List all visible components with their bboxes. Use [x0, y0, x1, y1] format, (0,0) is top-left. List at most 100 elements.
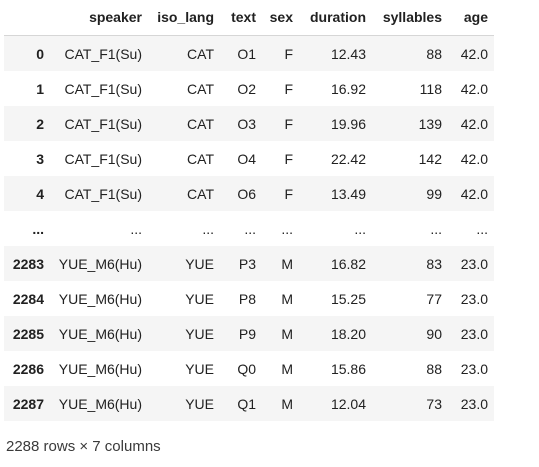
column-header-text: text: [220, 0, 262, 36]
cell-iso-lang: CAT: [187, 45, 214, 62]
cell-age: 23.0: [460, 395, 488, 412]
table-row: 2286 YUE_M6(Hu) YUE Q0 M 15.86 88 23.0: [4, 351, 494, 386]
table-row: 4 CAT_F1(Su) CAT O6 F 13.49 99 42.0: [4, 176, 494, 211]
dataframe-output: speaker iso_lang text sex duration sylla…: [4, 0, 494, 421]
cell-sex: M: [281, 325, 293, 342]
table-row: 0 CAT_F1(Su) CAT O1 F 12.43 88 42.0: [4, 35, 494, 71]
column-header-age: age: [448, 0, 494, 36]
cell-iso-lang: CAT: [187, 80, 214, 97]
cell-iso-lang: CAT: [187, 150, 214, 167]
cell-age: ...: [476, 220, 488, 237]
cell-sex: F: [284, 80, 293, 97]
cell-syllables: 77: [426, 290, 442, 307]
cell-age: 23.0: [460, 255, 488, 272]
column-header-speaker: speaker: [50, 0, 148, 36]
cell-syllables: ...: [430, 220, 442, 237]
cell-speaker: CAT_F1(Su): [64, 185, 142, 202]
table-row: 2 CAT_F1(Su) CAT O3 F 19.96 139 42.0: [4, 106, 494, 141]
cell-duration: 15.25: [330, 290, 366, 307]
cell-sex: F: [284, 45, 293, 62]
cell-text: O6: [237, 185, 256, 202]
cell-syllables: 90: [426, 325, 442, 342]
cell-sex: M: [281, 395, 293, 412]
cell-speaker: YUE_M6(Hu): [58, 290, 142, 307]
cell-iso-lang: YUE: [185, 395, 214, 412]
cell-iso-lang: CAT: [187, 185, 214, 202]
cell-iso-lang: YUE: [185, 290, 214, 307]
cell-sex: M: [281, 360, 293, 377]
cell-syllables: 139: [418, 115, 442, 132]
row-index-cell: 4: [36, 185, 44, 202]
cell-text: P9: [238, 325, 256, 342]
cell-sex: M: [281, 255, 293, 272]
cell-text: ...: [244, 220, 256, 237]
table-body: 0 CAT_F1(Su) CAT O1 F 12.43 88 42.0 1 CAT_F1(Su) C…: [4, 35, 494, 421]
cell-text: Q0: [237, 360, 256, 377]
cell-age: 42.0: [460, 80, 488, 97]
row-index-cell: 2285: [12, 325, 44, 342]
cell-syllables: 99: [426, 185, 442, 202]
cell-syllables: 88: [426, 45, 442, 62]
row-index-cell: 0: [36, 45, 44, 62]
table-row: 1 CAT_F1(Su) CAT O2 F 16.92 118 42.0: [4, 71, 494, 106]
cell-iso-lang: ...: [202, 220, 214, 237]
cell-sex: ...: [281, 220, 293, 237]
cell-duration: 19.96: [330, 115, 366, 132]
column-header-syllables: syllables: [372, 0, 448, 36]
cell-speaker: YUE_M6(Hu): [58, 395, 142, 412]
table-row: 2285 YUE_M6(Hu) YUE P9 M 18.20 90 23.0: [4, 316, 494, 351]
cell-age: 23.0: [460, 290, 488, 307]
row-index-cell: 2: [36, 115, 44, 132]
column-header-sex: sex: [262, 0, 299, 36]
cell-syllables: 73: [426, 395, 442, 412]
cell-duration: 22.42: [330, 150, 366, 167]
row-index-cell: 1: [36, 80, 44, 97]
cell-duration: 18.20: [330, 325, 366, 342]
table-row: 2284 YUE_M6(Hu) YUE P8 M 15.25 77 23.0: [4, 281, 494, 316]
cell-text: P3: [238, 255, 256, 272]
cell-age: 23.0: [460, 325, 488, 342]
cell-speaker: YUE_M6(Hu): [58, 360, 142, 377]
cell-age: 23.0: [460, 360, 488, 377]
cell-age: 42.0: [460, 115, 488, 132]
cell-iso-lang: YUE: [185, 325, 214, 342]
cell-duration: 12.43: [330, 45, 366, 62]
cell-text: Q1: [237, 395, 256, 412]
row-index-cell: 3: [36, 150, 44, 167]
row-index-cell: 2283: [12, 255, 44, 272]
cell-text: O3: [237, 115, 256, 132]
cell-text: O2: [237, 80, 256, 97]
cell-speaker: CAT_F1(Su): [64, 80, 142, 97]
row-index-cell: 2286: [12, 360, 44, 377]
dataframe-shape-summary: 2288 rows × 7 columns: [6, 438, 161, 455]
table-row: 3 CAT_F1(Su) CAT O4 F 22.42 142 42.0: [4, 141, 494, 176]
column-header-duration: duration: [299, 0, 372, 36]
column-header-iso-lang: iso_lang: [148, 0, 220, 36]
cell-sex: F: [284, 150, 293, 167]
cell-duration: ...: [354, 220, 366, 237]
cell-duration: 12.04: [330, 395, 366, 412]
cell-duration: 16.92: [330, 80, 366, 97]
cell-speaker: CAT_F1(Su): [64, 115, 142, 132]
cell-speaker: CAT_F1(Su): [64, 45, 142, 62]
cell-syllables: 83: [426, 255, 442, 272]
cell-iso-lang: CAT: [187, 115, 214, 132]
row-index-cell: 2287: [12, 395, 44, 412]
header-row: speaker iso_lang text sex duration sylla…: [4, 0, 494, 36]
cell-iso-lang: YUE: [185, 360, 214, 377]
cell-age: 42.0: [460, 150, 488, 167]
cell-text: O1: [237, 45, 256, 62]
row-index-cell: 2284: [12, 290, 44, 307]
cell-speaker: YUE_M6(Hu): [58, 255, 142, 272]
cell-duration: 15.86: [330, 360, 366, 377]
index-header: [4, 0, 50, 36]
row-index-cell: ...: [32, 220, 44, 237]
cell-duration: 16.82: [330, 255, 366, 272]
dataframe-table: speaker iso_lang text sex duration sylla…: [4, 0, 494, 421]
cell-sex: F: [284, 115, 293, 132]
table-row: 2287 YUE_M6(Hu) YUE Q1 M 12.04 73 23.0: [4, 386, 494, 421]
cell-syllables: 88: [426, 360, 442, 377]
cell-iso-lang: YUE: [185, 255, 214, 272]
cell-sex: M: [281, 290, 293, 307]
cell-age: 42.0: [460, 45, 488, 62]
